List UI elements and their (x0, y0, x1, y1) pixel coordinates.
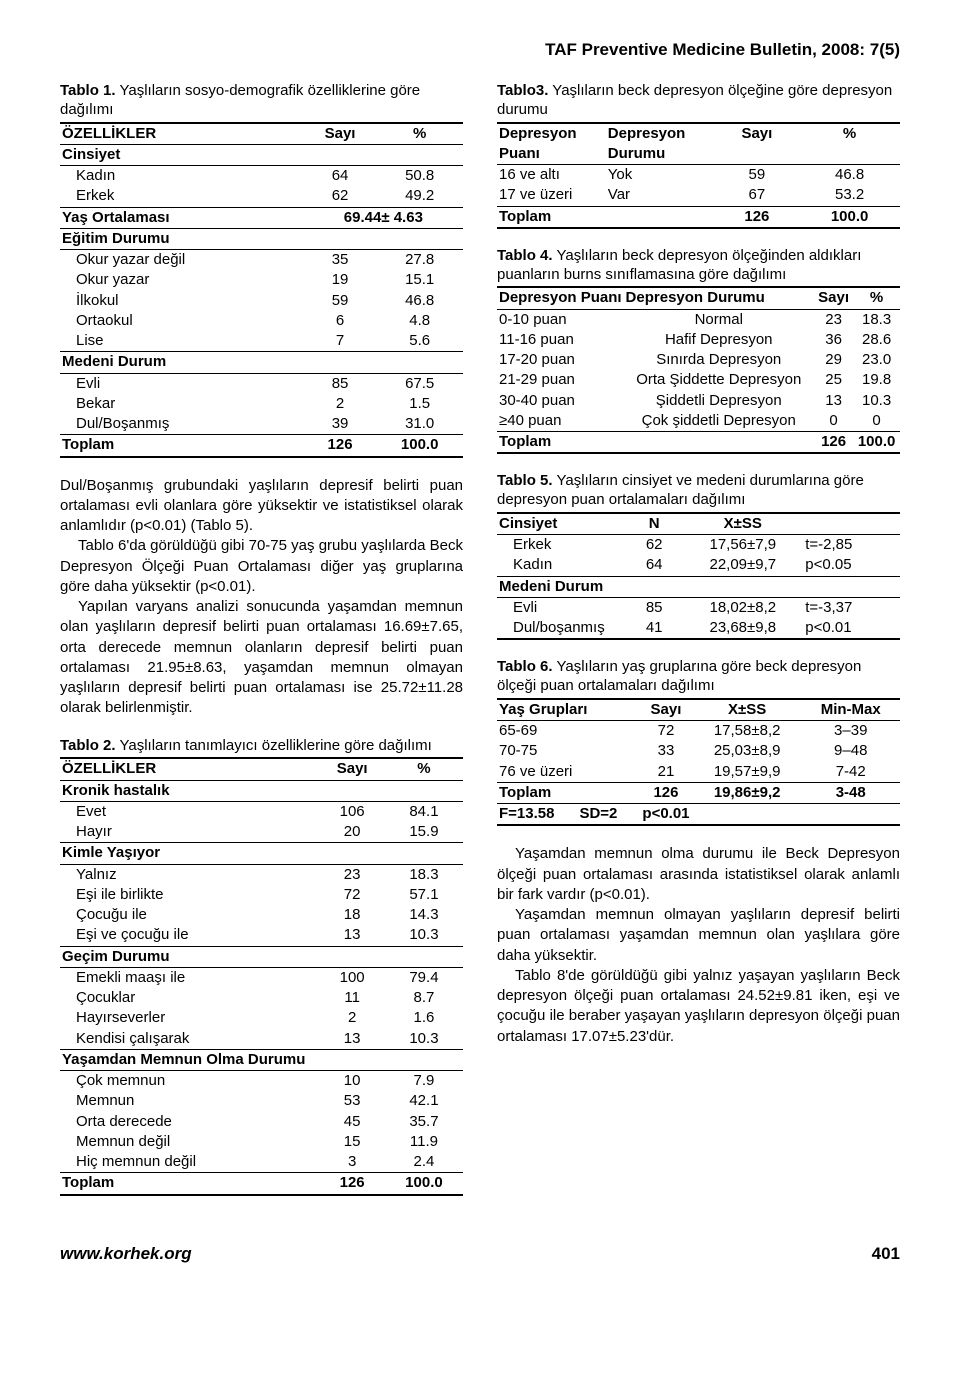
paragraph-6: Tablo 8'de görüldüğü gibi yalnız yaşayan… (497, 966, 900, 1047)
paragraph-3: Yapılan varyans analizi sonucunda yaşamd… (60, 597, 463, 719)
paragraph-2: Tablo 6'da görüldüğü gibi 70-75 yaş grub… (60, 536, 463, 597)
table1: ÖZELLİKLERSayı% Cinsiyet Kadın6450.8 Erk… (60, 122, 463, 458)
t5-stat2-t: t=-3,37 (805, 599, 852, 616)
page-footer: www.korhek.org 401 (60, 1244, 900, 1264)
t5-stat1-t: t=-2,85 (805, 536, 852, 553)
t5-stat2-p: p<0.01 (805, 619, 851, 636)
page: TAF Preventive Medicine Bulletin, 2008: … (0, 0, 960, 1294)
t5-stat1-p: p<0.05 (805, 556, 851, 573)
paragraph-5: Yaşamdan memnun olmayan yaşlıların depre… (497, 905, 900, 966)
table5-title: Tablo 5. Yaşlıların cinsiyet ve medeni d… (497, 472, 900, 510)
paragraph-1: Dul/Boşanmış grubundaki yaşlıların depre… (60, 476, 463, 537)
table3: Depresyon Puanı Depresyon Durumu Sayı % … (497, 122, 900, 229)
table2-title: Tablo 2. Yaşlıların tanımlayıcı özellikl… (60, 737, 463, 756)
table6: Yaş Grupları Sayı X±SS Min-Max 65-697217… (497, 698, 900, 827)
left-column: Tablo 1. Yaşlıların sosyo-demografik öze… (60, 82, 463, 1196)
journal-header: TAF Preventive Medicine Bulletin, 2008: … (60, 40, 900, 60)
footer-site: www.korhek.org (60, 1244, 192, 1264)
table4: Depresyon Puanı Depresyon Durumu Sayı % … (497, 286, 900, 454)
table6-title: Tablo 6. Yaşlıların yaş gruplarına göre … (497, 658, 900, 696)
table4-title: Tablo 4. Yaşlıların beck depresyon ölçeğ… (497, 247, 900, 285)
paragraph-4: Yaşamdan memnun olma durumu ile Beck Dep… (497, 844, 900, 905)
table2: ÖZELLİKLERSayı% Kronik hastalık Evet1068… (60, 757, 463, 1195)
table3-title: Tablo3. Yaşlıların beck depresyon ölçeği… (497, 82, 900, 120)
table1-title: Tablo 1. Yaşlıların sosyo-demografik öze… (60, 82, 463, 120)
right-column: Tablo3. Yaşlıların beck depresyon ölçeği… (497, 82, 900, 1196)
two-column-layout: Tablo 1. Yaşlıların sosyo-demografik öze… (60, 82, 900, 1196)
table5: Cinsiyet N X±SS Erkek6217,56±7,9 t=-2,85… (497, 512, 900, 641)
footer-page-number: 401 (872, 1244, 900, 1264)
